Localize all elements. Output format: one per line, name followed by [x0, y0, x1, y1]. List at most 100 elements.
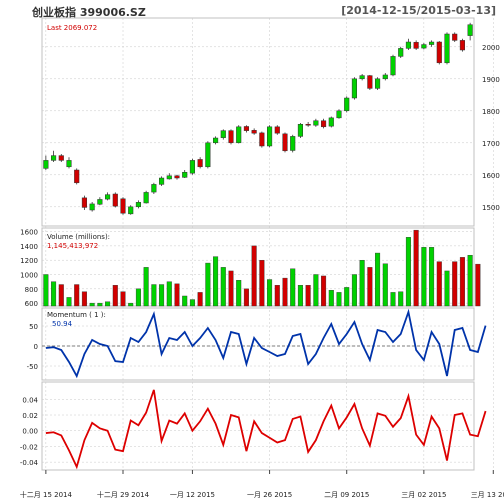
price-tick-label: 1700	[482, 140, 500, 148]
roc-tick-label: -0.02	[20, 443, 38, 451]
volume-bar	[89, 302, 95, 307]
panel-border-price	[41, 17, 475, 227]
volume-bar	[66, 297, 72, 307]
volume-bar	[475, 263, 481, 307]
volume-bar	[213, 256, 219, 307]
price-tick-label: 1800	[482, 108, 500, 116]
candle-body	[382, 74, 388, 80]
candle-body	[321, 120, 327, 128]
volume-bar	[143, 267, 149, 307]
momentum-tick-label: 0	[34, 343, 38, 351]
candle-body	[467, 24, 473, 36]
volume-bar	[375, 252, 381, 307]
x-tick-label: 三月 13 2015	[471, 491, 504, 499]
volume-bar	[336, 292, 342, 307]
volume-tick-label: 800	[25, 286, 38, 294]
momentum-tick-label: -50	[27, 363, 38, 371]
roc-tick-label: 0.02	[22, 412, 38, 420]
candle-body	[351, 78, 357, 99]
volume-tick-label: 1000	[20, 272, 38, 280]
volume-bar	[205, 262, 211, 307]
candle-body	[390, 56, 396, 76]
volume-last-value: 1,145,413,972	[47, 242, 98, 250]
volume-bar	[413, 229, 419, 307]
candle-body	[236, 126, 242, 144]
volume-bar	[220, 267, 226, 307]
momentum-last-value: 50.94	[52, 320, 73, 328]
panel-border-roc	[41, 381, 475, 471]
volume-bar	[382, 263, 388, 307]
candle-body	[159, 177, 165, 185]
candle-body	[452, 33, 458, 41]
candle-body	[51, 155, 57, 161]
volume-bar	[351, 274, 357, 307]
candle-body	[74, 169, 80, 184]
volume-bar	[189, 299, 195, 307]
volume-bar	[290, 268, 296, 307]
roc-tick-label: -0.04	[20, 459, 39, 467]
candle-body	[143, 192, 149, 204]
volume-bar	[197, 292, 203, 307]
volume-bar	[305, 285, 311, 307]
volume-bar	[112, 285, 118, 307]
volume-bar	[282, 277, 288, 307]
candle-body	[213, 137, 219, 144]
candle-body	[120, 198, 126, 214]
volume-bar	[467, 254, 473, 307]
momentum-label: Momentum ( 1 ):	[47, 311, 106, 319]
volume-bar	[43, 274, 49, 307]
panel-border-vol	[41, 227, 475, 307]
price-tick-label: 1600	[482, 172, 500, 180]
volume-bar	[267, 279, 273, 307]
x-tick-label: 三月 02 2015	[401, 491, 446, 499]
x-tick-label: 十二月 15 2014	[20, 490, 73, 499]
volume-bar	[251, 245, 257, 307]
candle-body	[413, 42, 419, 49]
candle-body	[243, 126, 249, 131]
candle-body	[259, 132, 265, 147]
candle-body	[128, 206, 134, 215]
x-tick-label: 一月 26 2015	[247, 491, 292, 499]
candle-body	[444, 33, 450, 64]
volume-bar	[444, 270, 450, 307]
volume-bar	[105, 301, 111, 307]
candle-body	[274, 126, 280, 134]
volume-bar	[243, 288, 249, 307]
volume-bar	[297, 285, 303, 307]
candle-body	[112, 193, 118, 207]
volume-bar	[236, 280, 242, 307]
volume-bar	[344, 287, 350, 307]
volume-bar	[429, 247, 435, 307]
candle-body	[297, 123, 303, 137]
momentum-tick-label: 50	[29, 323, 38, 331]
volume-bar	[159, 284, 165, 307]
x-tick-label: 十二月 29 2014	[97, 490, 150, 499]
candle-body	[97, 199, 103, 205]
candle-body	[43, 160, 49, 169]
volume-bar	[421, 247, 427, 307]
volume-tick-label: 1200	[20, 257, 38, 265]
candle-body	[81, 197, 87, 208]
candle-body	[105, 194, 111, 200]
candle-body	[58, 155, 64, 161]
candle-body	[66, 160, 72, 168]
candle-body	[189, 160, 195, 174]
candle-body	[228, 130, 234, 144]
volume-bar	[359, 260, 365, 307]
roc-tick-label: 0.04	[22, 396, 38, 404]
volume-bar	[328, 290, 334, 307]
volume-bar	[228, 270, 234, 307]
volume-bar	[120, 291, 126, 307]
volume-tick-label: 1600	[20, 229, 38, 237]
panel-border-mom	[41, 307, 475, 381]
price-tick-label: 1900	[482, 76, 500, 84]
candle-body	[405, 41, 411, 49]
chart-title: 创业板指 399006.SZ	[32, 6, 146, 19]
last-price-label: Last 2069.072	[47, 24, 97, 32]
volume-bar	[436, 261, 442, 307]
candle-body	[182, 171, 188, 178]
volume-bar	[321, 275, 327, 307]
volume-bar	[459, 257, 465, 307]
candle-body	[166, 175, 172, 180]
